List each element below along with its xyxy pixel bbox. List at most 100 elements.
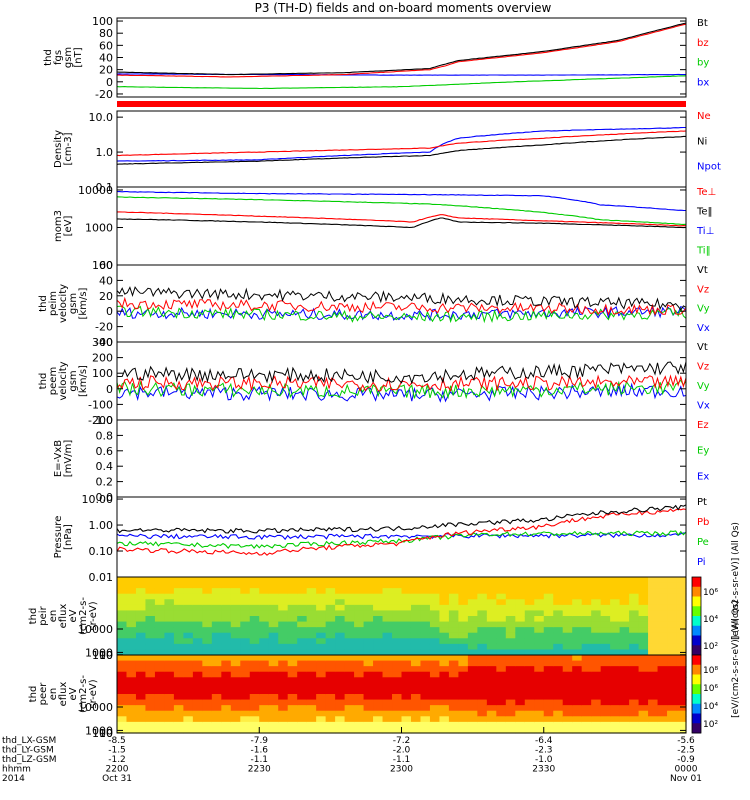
spectrogram-cell xyxy=(676,588,687,595)
spectrogram-cell xyxy=(401,666,412,673)
spectrogram-cell xyxy=(211,588,222,595)
spectrogram-cell xyxy=(638,699,649,706)
spectrogram-cell xyxy=(648,593,659,600)
spectrogram-cell xyxy=(638,610,649,617)
spectrogram-cell xyxy=(648,671,659,678)
spectrogram-cell xyxy=(572,721,583,729)
series-line-pb xyxy=(116,508,687,556)
spectrogram-cell xyxy=(638,616,649,623)
spectrogram-cell xyxy=(562,627,573,634)
colorbar-segment xyxy=(692,645,701,656)
spectrogram-cell xyxy=(117,688,128,695)
spectrogram-cell xyxy=(392,599,403,606)
spectrogram-cell xyxy=(325,699,336,706)
spectrogram-cell xyxy=(420,577,431,584)
spectrogram-cell xyxy=(135,677,147,684)
spectrogram-cell xyxy=(553,682,564,690)
series-line-vx xyxy=(116,305,687,322)
spectrogram-cell xyxy=(316,643,327,651)
spectrogram-cell xyxy=(610,716,621,723)
spectrogram-cell xyxy=(543,621,554,628)
spectrogram-cell xyxy=(164,655,175,662)
spectrogram-cell xyxy=(524,716,535,723)
spectrogram-cell xyxy=(287,677,298,684)
spectrogram-cell xyxy=(344,638,355,645)
spectrogram-cell xyxy=(344,632,355,639)
spectrogram-cell xyxy=(126,671,137,678)
x-axis: thd_LX-GSMthd_LY-GSMthd_LZ-GSMhhmm2014-8… xyxy=(2,727,702,784)
spectrogram-cell xyxy=(477,677,488,684)
y-tick-label: 100 xyxy=(92,259,113,272)
spectrogram-cell xyxy=(657,582,668,589)
spectrogram-cell xyxy=(515,666,526,673)
spectrogram-cell xyxy=(553,588,564,595)
spectrogram-cell xyxy=(534,616,545,623)
x-axis-row-label: 2014 xyxy=(2,774,25,784)
spectrogram-cell xyxy=(524,593,535,600)
spectrogram-cell xyxy=(572,599,583,606)
spectrogram-cell xyxy=(486,604,497,612)
spectrogram-cell xyxy=(240,621,251,628)
series-line-by xyxy=(116,75,687,90)
spectrogram-cell xyxy=(401,727,412,734)
spectrogram-cell xyxy=(610,588,621,595)
spectrogram-cell xyxy=(221,666,232,673)
spectrogram-cell xyxy=(316,677,327,684)
spectrogram-cell xyxy=(354,655,365,662)
spectrogram-cell xyxy=(297,721,308,729)
y-tick-label: 0 xyxy=(106,305,113,318)
legend-entry-3: Vy xyxy=(697,381,710,392)
spectrogram-cell xyxy=(648,660,659,667)
spectrogram-cell xyxy=(135,649,147,656)
series-line-ti‖ xyxy=(116,196,687,225)
spectrogram-cell xyxy=(448,593,459,600)
spectrogram-cell xyxy=(259,727,270,734)
spectrogram-cell xyxy=(164,694,175,701)
spectrogram-cell xyxy=(496,688,507,695)
spectrogram-cell xyxy=(553,627,564,634)
spectrogram-cell xyxy=(638,677,649,684)
spectrogram-cell xyxy=(240,682,251,690)
spectrogram-cell xyxy=(591,599,602,606)
spectrogram-cell xyxy=(610,694,621,701)
spectrogram-cell xyxy=(117,610,128,617)
spectrogram-cell xyxy=(154,621,166,628)
spectrogram-cell xyxy=(173,604,184,612)
spectrogram-cell xyxy=(667,610,678,617)
legend-entry-2: Pb xyxy=(697,517,709,528)
legend-entry-4: bx xyxy=(697,77,709,88)
spectrogram-cell xyxy=(249,588,260,595)
spectrogram-cell xyxy=(477,660,488,667)
colorbar-segment xyxy=(692,635,701,646)
spectrogram-cell xyxy=(439,655,450,662)
spectrogram-cell xyxy=(135,655,147,662)
spectrogram-cell xyxy=(145,588,156,595)
spectrogram-cell xyxy=(211,638,222,645)
spectrogram-cell xyxy=(183,577,194,584)
spectrogram-cell xyxy=(638,660,649,667)
y-axis-label: peer xyxy=(38,682,49,706)
series-line-vy xyxy=(116,379,687,400)
spectrogram-cell xyxy=(306,721,317,729)
spectrogram-cell xyxy=(335,671,346,678)
spectrogram-cell xyxy=(173,582,184,589)
spectrogram-cell xyxy=(335,666,346,673)
spectrogram-cell xyxy=(117,616,128,623)
spectrogram-cell xyxy=(477,694,488,701)
spectrogram-cell xyxy=(135,727,147,734)
spectrogram-cell xyxy=(676,694,687,701)
spectrogram-cell xyxy=(515,643,526,651)
spectrogram-cell xyxy=(610,604,621,612)
spectrogram-cell xyxy=(553,638,564,645)
x-axis-row-label: thd_LX-GSM xyxy=(2,736,56,746)
spectrogram-cell xyxy=(401,638,412,645)
spectrogram-cell xyxy=(354,604,365,612)
spectrogram-cell xyxy=(306,666,317,673)
spectrogram-cell xyxy=(610,677,621,684)
spectrogram-cell xyxy=(287,688,298,695)
spectrogram-cell xyxy=(145,699,156,706)
spectrogram-cell xyxy=(202,705,213,712)
spectrogram-cell xyxy=(268,671,279,678)
spectrogram-cell xyxy=(287,593,298,600)
spectrogram-cell xyxy=(382,660,393,667)
